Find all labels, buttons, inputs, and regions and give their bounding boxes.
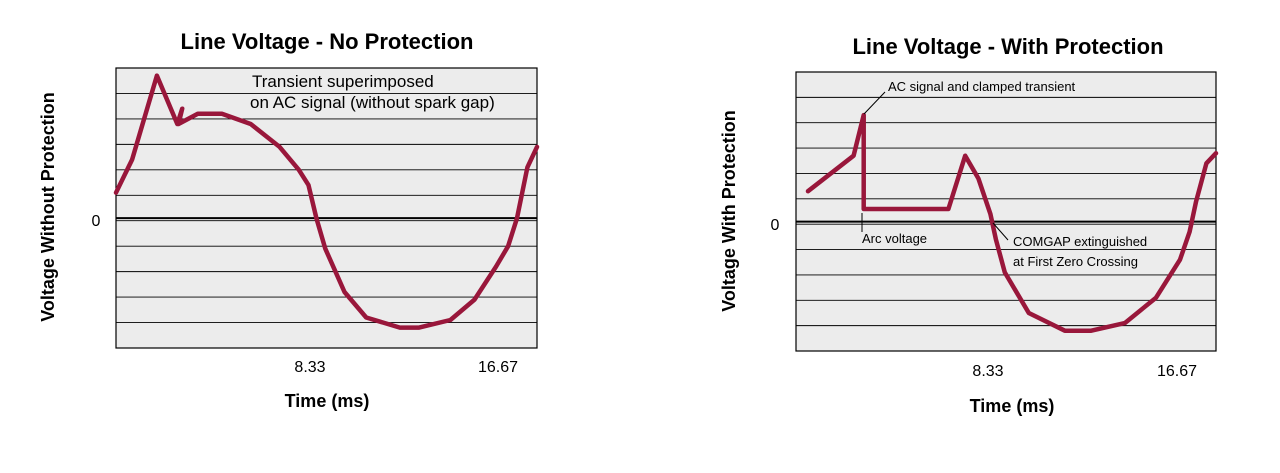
x-axis-title-left: Time (ms) [285,391,370,411]
leader-clamped-transient [863,91,886,115]
x-tick-label-16-67-right: 16.67 [1157,363,1197,380]
annotation-arc-voltage: Arc voltage [862,231,927,246]
chart-title-right: Line Voltage - With Protection [852,34,1163,59]
gridlines-right [796,96,1216,327]
y-tick-label-zero-right: 0 [771,217,780,234]
x-tick-label-8-33-left: 8.33 [294,359,325,376]
annotation-comgap-line-2: at First Zero Crossing [1013,254,1138,269]
annotation-transient-line-2: on AC signal (without spark gap) [250,93,495,112]
annotation-comgap-line-1: COMGAP extinguished [1013,234,1147,249]
plot-area-right [795,71,1217,352]
y-axis-title-left: Voltage Without Protection [38,92,58,322]
voltage-series-right [805,112,1219,333]
y-tick-label-zero-left: 0 [92,213,101,230]
voltage-series-left [113,73,540,330]
annotation-clamped-transient: AC signal and clamped transient [888,79,1076,94]
y-axis-title-right: Voltage With Protection [719,110,739,312]
x-tick-label-8-33-right: 8.33 [972,363,1003,380]
chart-right: Line Voltage - With Protection Time (ms)… [719,34,1219,416]
x-axis-title-right: Time (ms) [970,396,1055,416]
annotation-transient-line-1: Transient superimposed [252,72,434,91]
chart-left: Line Voltage - No Protection Time (ms) V… [38,29,540,411]
x-tick-label-16-67-left: 16.67 [478,359,518,376]
chart-title-left: Line Voltage - No Protection [181,29,474,54]
plot-area-left [115,67,538,349]
leader-comgap [992,222,1009,241]
